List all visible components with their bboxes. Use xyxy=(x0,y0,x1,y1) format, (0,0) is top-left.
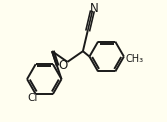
Text: Cl: Cl xyxy=(28,93,38,103)
Text: O: O xyxy=(59,59,68,72)
Text: CH₃: CH₃ xyxy=(125,54,143,64)
Text: N: N xyxy=(90,2,99,15)
